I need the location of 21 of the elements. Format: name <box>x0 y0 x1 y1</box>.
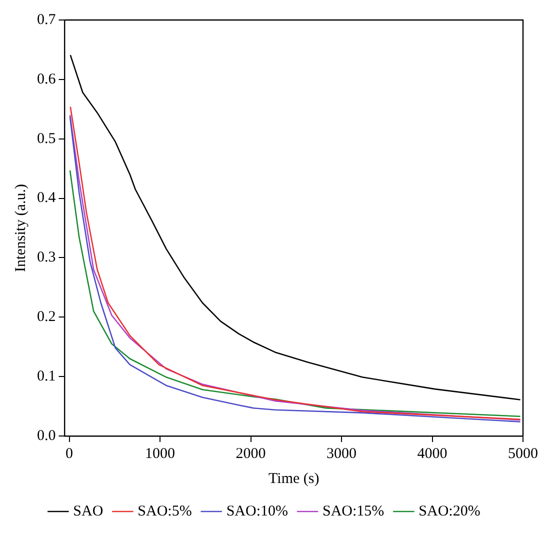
x-tick-label: 2000 <box>236 446 266 462</box>
legend-label: SAO:20% <box>418 503 480 520</box>
legend-label: SAO:15% <box>322 503 384 520</box>
y-tick-label: 0.3 <box>37 250 56 266</box>
x-tick-label: 1000 <box>145 446 176 462</box>
y-tick-label: 0.1 <box>37 368 56 385</box>
legend-label: SAO:5% <box>138 503 192 520</box>
x-tick-label: 0 <box>66 446 74 462</box>
y-tick-label: 0.6 <box>37 71 56 88</box>
y-tick-label: 0.5 <box>37 130 56 147</box>
y-axis-title: Intensity (a.u.) <box>12 184 29 272</box>
x-tick-label: 4000 <box>417 446 448 462</box>
legend-label: SAO <box>73 503 104 520</box>
y-tick-label: 0.7 <box>37 12 56 28</box>
legend-label: SAO:10% <box>226 503 288 520</box>
y-tick-label: 0.2 <box>37 309 56 326</box>
y-tick-label: 0.0 <box>37 428 56 444</box>
y-tick-label: 0.4 <box>37 190 56 206</box>
x-axis-title: Time (s) <box>268 470 320 487</box>
x-tick-label: 5000 <box>508 446 538 462</box>
x-tick-label: 3000 <box>326 446 357 462</box>
